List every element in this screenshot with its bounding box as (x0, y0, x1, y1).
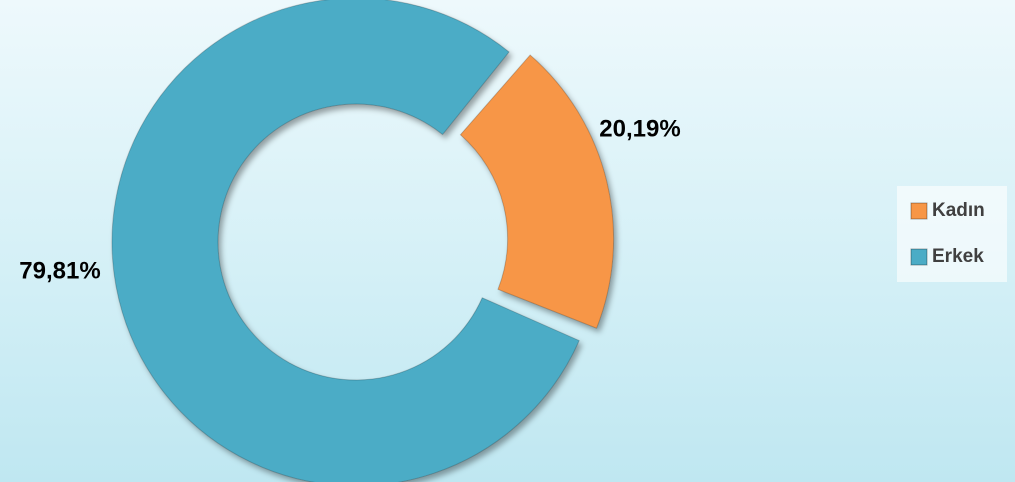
legend-label: Kadın (932, 200, 985, 221)
legend-label: Erkek (932, 246, 984, 267)
legend-swatch (910, 202, 928, 220)
legend-swatch (910, 248, 928, 266)
data-label: 79,81% (19, 257, 100, 284)
data-label: 20,19% (599, 115, 680, 142)
legend-box (897, 186, 1007, 282)
donut-slice (459, 54, 615, 329)
donut-slice (111, 0, 580, 482)
